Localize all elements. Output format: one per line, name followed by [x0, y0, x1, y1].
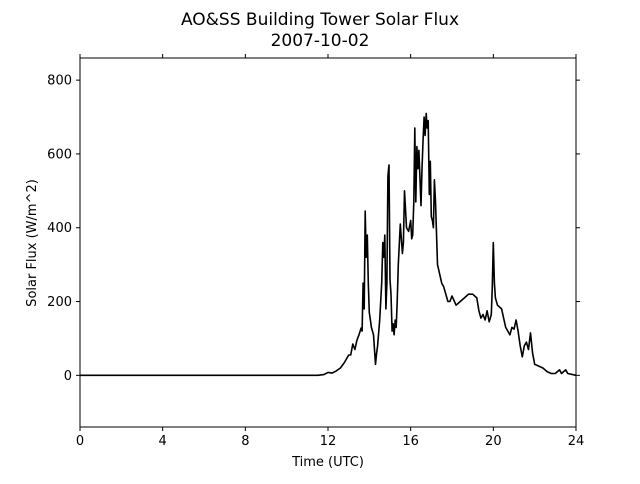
- x-tick-label: 16: [402, 434, 419, 449]
- chart-subtitle: 2007-10-02: [271, 31, 370, 51]
- x-tick-label: 20: [485, 434, 502, 449]
- flux-series-line: [80, 112, 577, 377]
- x-tick-label: 0: [76, 434, 84, 449]
- x-tick-label: 4: [159, 434, 167, 449]
- y-tick-label: 200: [47, 295, 72, 310]
- x-tick-label: 8: [241, 434, 249, 449]
- y-tick-label: 400: [47, 221, 72, 236]
- x-axis-label: Time (UTC): [291, 455, 364, 470]
- y-axis-label: Solar Flux (W/m^2): [25, 179, 40, 307]
- plot-frame: [79, 57, 577, 428]
- y-tick-label: 0: [64, 369, 72, 384]
- plot-area: 0 4 8 12 16 20 24 0 200 400 600 800: [47, 54, 584, 449]
- x-tick-label: 24: [568, 434, 585, 449]
- x-tick-label: 12: [320, 434, 337, 449]
- y-tick-label: 800: [47, 74, 72, 89]
- y-tick-label: 600: [47, 147, 72, 162]
- chart-title: AO&SS Building Tower Solar Flux: [181, 10, 459, 30]
- x-axis-ticks: 0 4 8 12 16 20 24: [76, 54, 584, 449]
- y-axis-ticks: 0 200 400 600 800: [47, 74, 580, 384]
